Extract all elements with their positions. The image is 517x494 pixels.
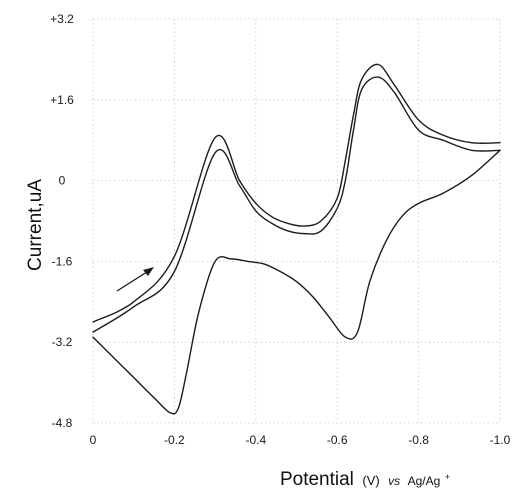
x-tick-label: -0.2: [164, 433, 185, 447]
x-axis-title: Potential (V) vs Ag/Ag +: [280, 469, 450, 490]
series-line-2: [92, 76, 501, 333]
x-axis-title-ref: Ag/Ag: [408, 474, 441, 488]
tick-labels: +3.2 +1.6 0 -1.6 -3.2 -4.8 0 -0.2 -0.4 -0.6 -0.8 -1…: [50, 12, 511, 447]
x-tick-label: -1.0: [490, 433, 511, 447]
y-tick-label: +1.6: [50, 93, 74, 107]
x-axis-title-vs: vs: [388, 474, 400, 488]
plot-series: [92, 63, 501, 415]
y-tick-label: -4.8: [52, 416, 73, 430]
scan-direction-arrow: [116, 267, 154, 292]
x-tick-label: -0.4: [245, 433, 266, 447]
series-line-3: [92, 149, 501, 415]
x-axis-title-main: Potential: [280, 469, 354, 490]
y-tick-label: -1.6: [52, 254, 73, 268]
x-axis-title-unit: (V): [362, 473, 379, 488]
y-tick-label: +3.2: [50, 12, 74, 26]
y-tick-label: -3.2: [52, 335, 73, 349]
x-axis-title-ref-sup: +: [445, 472, 450, 482]
x-tick-label: 0: [90, 433, 97, 447]
grid-lines: [92, 18, 501, 424]
series-line-1: [92, 63, 501, 323]
y-axis-title: Current,uA: [25, 179, 46, 271]
y-tick-label: 0: [59, 174, 66, 188]
x-tick-label: -0.8: [408, 433, 429, 447]
x-tick-label: -0.6: [327, 433, 348, 447]
